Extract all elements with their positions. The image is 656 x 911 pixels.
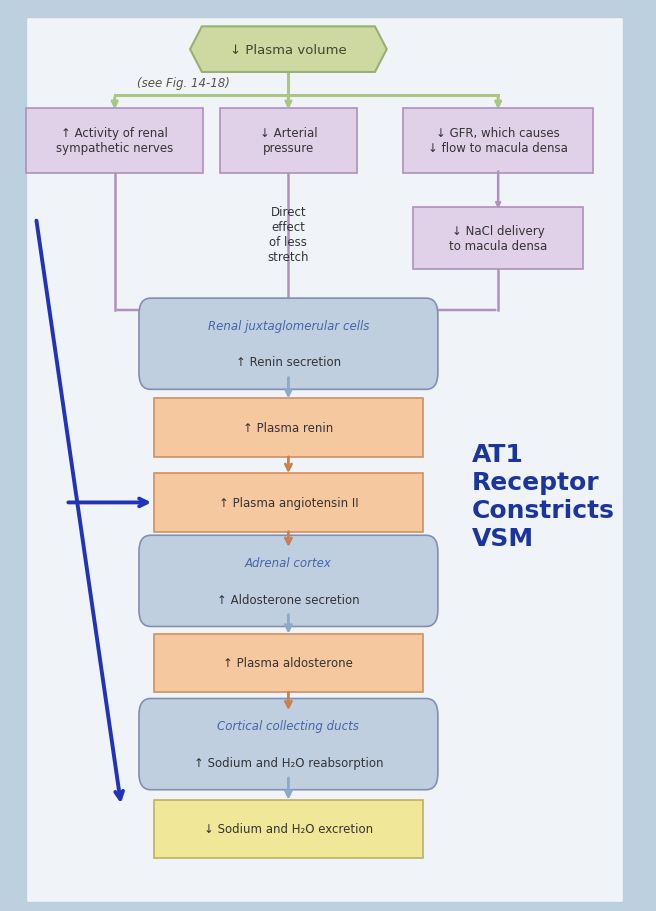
Text: ↑ Renin secretion: ↑ Renin secretion [236,356,341,369]
Text: Renal juxtaglomerular cells: Renal juxtaglomerular cells [208,320,369,333]
Text: Adrenal cortex: Adrenal cortex [245,557,332,569]
Text: ↓ GFR, which causes
↓ flow to macula densa: ↓ GFR, which causes ↓ flow to macula den… [428,128,568,155]
Text: Direct
effect
of less
stretch: Direct effect of less stretch [268,206,309,264]
FancyBboxPatch shape [403,108,593,174]
FancyBboxPatch shape [26,108,203,174]
Text: ↓ Sodium and H₂O excretion: ↓ Sodium and H₂O excretion [204,823,373,835]
Text: Cortical collecting ducts: Cortical collecting ducts [218,720,359,732]
FancyBboxPatch shape [154,399,422,457]
Text: AT1
Receptor
Constricts
VSM: AT1 Receptor Constricts VSM [472,443,615,550]
Text: ↓ Plasma volume: ↓ Plasma volume [230,44,347,56]
FancyBboxPatch shape [139,299,438,390]
FancyBboxPatch shape [154,634,422,692]
FancyBboxPatch shape [413,208,583,270]
FancyBboxPatch shape [154,800,422,858]
FancyBboxPatch shape [154,474,422,532]
Text: ↑ Sodium and H₂O reabsorption: ↑ Sodium and H₂O reabsorption [194,756,383,769]
Text: ↓ NaCl delivery
to macula densa: ↓ NaCl delivery to macula densa [449,225,547,252]
Text: ↑ Aldosterone secretion: ↑ Aldosterone secretion [217,593,359,606]
Text: ↑ Activity of renal
sympathetic nerves: ↑ Activity of renal sympathetic nerves [56,128,173,155]
FancyBboxPatch shape [26,18,623,902]
Text: ↑ Plasma aldosterone: ↑ Plasma aldosterone [224,657,354,670]
FancyBboxPatch shape [139,536,438,627]
Text: ↓ Arterial
pressure: ↓ Arterial pressure [260,128,318,155]
Polygon shape [190,27,387,73]
Text: (see Fig. 14-18): (see Fig. 14-18) [137,77,230,90]
Text: ↑ Plasma renin: ↑ Plasma renin [243,422,333,435]
Text: ↑ Plasma angiotensin II: ↑ Plasma angiotensin II [218,496,358,509]
FancyBboxPatch shape [139,699,438,790]
FancyBboxPatch shape [220,108,358,174]
